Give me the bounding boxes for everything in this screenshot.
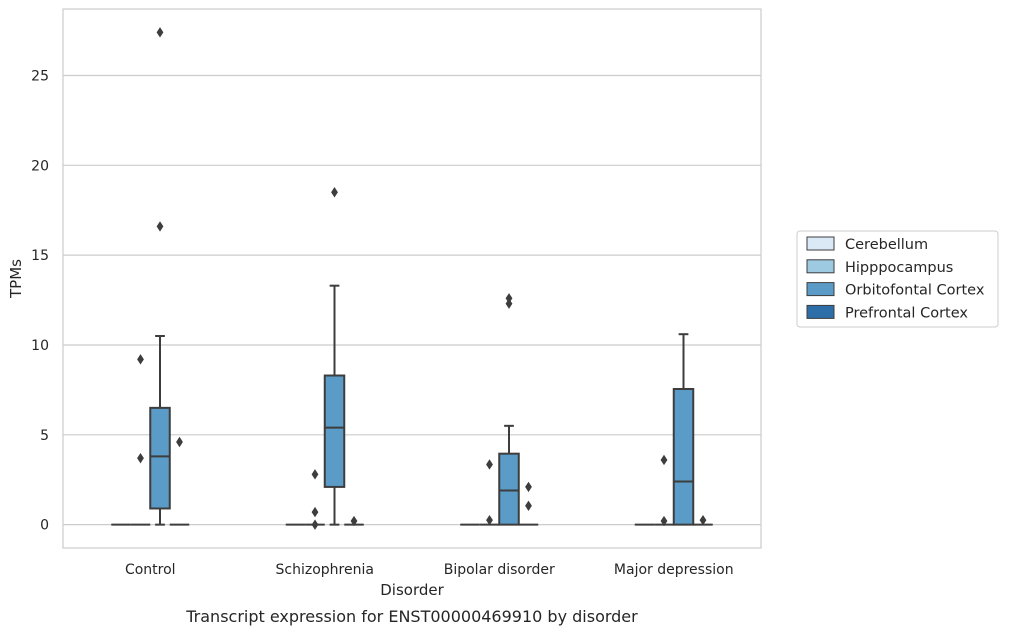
outlier-point [331,187,338,198]
box-body [498,452,520,526]
outlier-point [137,452,144,464]
outlier-point [525,481,532,493]
y-tick-label: 10 [31,338,49,354]
box-body [149,406,171,510]
outlier-point [505,298,513,309]
outlier-point [156,27,164,38]
outlier-point [660,454,668,466]
box-body [672,387,695,526]
y-tick-label: 20 [31,158,49,174]
box-2-0 [149,27,171,526]
outlier-point [137,354,144,365]
legend-swatch [806,236,835,251]
box-3-0 [169,436,190,526]
box-3-1 [344,515,364,527]
box-3-3 [693,514,713,526]
legend: Cerebellum Hipppocampus Orbitofontal Corte… [796,230,999,328]
outlier-point [505,293,513,304]
x-axis-ticks: Control Schizophrenia Bipolar disorder Majo… [125,562,734,578]
x-tick-label: Schizophrenia [276,562,374,578]
box-2-1 [323,187,346,526]
y-axis-label: TPMs [7,259,25,299]
box-1-1 [305,469,325,530]
outlier-point [350,515,358,527]
legend-swatch [806,259,835,274]
outlier-point [486,459,493,470]
y-axis-ticks: 0 5 10 15 20 25 [31,68,49,533]
box-1-0 [130,354,151,526]
legend-swatch [806,282,835,297]
x-tick-label: Major depression [614,562,734,578]
box-1-3 [654,454,674,527]
legend-swatch [806,304,835,319]
legend-label: Prefrontal Cortex [845,305,968,321]
y-tick-label: 15 [31,248,49,264]
x-axis-label: Disorder [380,581,444,599]
outlier-point [311,506,319,518]
legend-label: Cerebellum [845,237,928,253]
box-2-2 [498,293,520,526]
outlier-point [660,515,668,527]
box-body [323,374,346,488]
outlier-point [486,514,493,526]
legend-frame [796,230,999,328]
box-2-3 [672,333,695,526]
plot-frame [62,8,762,549]
outlier-point [156,221,164,232]
outlier-point [699,514,707,526]
plot-area [111,27,713,530]
x-tick-label: Bipolar disorder [444,562,555,578]
outlier-point [311,519,319,530]
chart-caption: Transcript expression for ENST0000046991… [185,607,638,626]
box-3-2 [518,481,539,526]
y-tick-label: 0 [40,518,49,534]
legend-label: Orbitofontal Cortex [845,283,985,299]
x-tick-label: Control [125,562,176,578]
legend-items: Cerebellum Hipppocampus Orbitofontal Corte… [806,236,985,321]
outlier-point [525,500,532,511]
y-tick-label: 5 [40,428,49,444]
y-tick-label: 25 [31,68,49,84]
box-1-2 [479,459,500,526]
legend-label: Hipppocampus [845,260,953,276]
outlier-point [176,436,183,448]
outlier-point [311,469,319,480]
